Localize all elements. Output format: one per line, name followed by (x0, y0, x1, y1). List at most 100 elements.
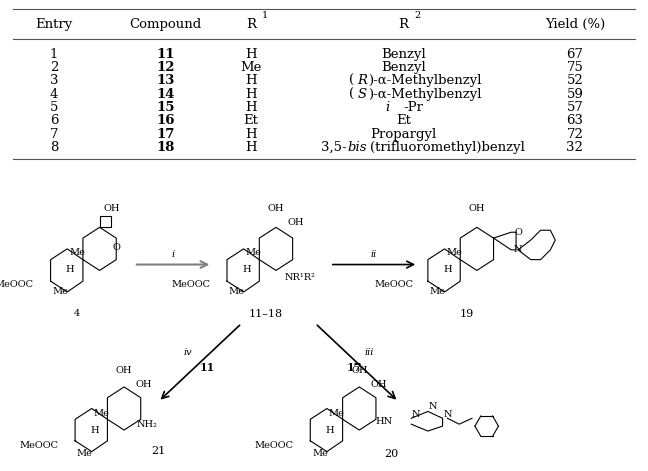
Text: i: i (172, 250, 175, 259)
Text: 16: 16 (156, 114, 174, 127)
Text: (: ( (349, 88, 354, 101)
Text: H: H (325, 426, 334, 435)
Text: Me: Me (240, 61, 262, 74)
Text: 52: 52 (566, 74, 583, 87)
Text: H: H (245, 88, 257, 101)
Text: Me: Me (446, 248, 462, 257)
Text: H: H (245, 101, 257, 114)
Text: OH: OH (351, 366, 367, 375)
Text: MeOOC: MeOOC (374, 280, 413, 289)
Text: (: ( (349, 74, 354, 87)
Text: N: N (412, 410, 421, 419)
Text: R: R (246, 18, 256, 31)
Text: 11: 11 (200, 362, 215, 373)
Text: 7: 7 (50, 128, 58, 141)
Text: 20: 20 (384, 448, 399, 459)
Text: Me: Me (52, 287, 68, 296)
Text: 13: 13 (156, 74, 174, 87)
Text: OH: OH (371, 380, 387, 389)
Text: OH: OH (268, 204, 284, 213)
Text: NR¹R²: NR¹R² (285, 273, 316, 282)
Text: )-α-Methylbenzyl: )-α-Methylbenzyl (369, 88, 482, 101)
Text: Entry: Entry (36, 18, 73, 31)
Text: i: i (386, 101, 389, 114)
Text: OH: OH (287, 218, 304, 227)
Text: Me: Me (77, 449, 93, 458)
Text: 17: 17 (347, 362, 362, 373)
Text: MeOOC: MeOOC (19, 441, 58, 450)
Text: H: H (443, 265, 452, 274)
Text: MeOOC: MeOOC (0, 280, 34, 289)
Text: H: H (90, 426, 99, 435)
Text: Me: Me (430, 287, 446, 296)
Text: -Pr: -Pr (403, 101, 423, 114)
Text: OH: OH (135, 380, 152, 389)
Text: OH: OH (103, 204, 120, 213)
Text: Me: Me (246, 248, 261, 257)
Text: 3,5-: 3,5- (321, 141, 347, 154)
Text: 14: 14 (156, 88, 174, 101)
Text: MeOOC: MeOOC (255, 441, 294, 450)
Text: Et: Et (396, 114, 411, 127)
Text: 59: 59 (566, 88, 583, 101)
Text: OH: OH (469, 204, 485, 213)
Text: H: H (245, 141, 257, 154)
Text: N: N (443, 410, 452, 419)
Text: R: R (399, 18, 408, 31)
Text: Et: Et (244, 114, 259, 127)
Text: 19: 19 (460, 309, 474, 318)
Text: 4: 4 (50, 88, 58, 101)
Text: )-α-Methylbenzyl: )-α-Methylbenzyl (369, 74, 482, 87)
Text: 4: 4 (74, 309, 80, 318)
Text: Propargyl: Propargyl (370, 128, 437, 141)
Text: 2: 2 (414, 11, 421, 20)
Text: Me: Me (312, 449, 328, 458)
Text: N: N (514, 245, 522, 254)
Text: S: S (358, 88, 367, 101)
Text: OH: OH (116, 366, 132, 375)
Text: 15: 15 (156, 101, 174, 114)
Text: H: H (245, 128, 257, 141)
Text: Benzyl: Benzyl (381, 48, 426, 61)
Text: Yield (%): Yield (%) (545, 18, 605, 31)
Text: Me: Me (93, 409, 110, 418)
Text: R: R (358, 74, 367, 87)
Text: Compound: Compound (129, 18, 202, 31)
Text: 1: 1 (262, 11, 268, 20)
Text: H: H (66, 265, 75, 274)
Text: 11: 11 (156, 48, 174, 61)
Text: H: H (245, 48, 257, 61)
Text: bis: bis (347, 141, 367, 154)
Text: 21: 21 (151, 446, 165, 455)
Text: 5: 5 (50, 101, 58, 114)
Text: Me: Me (229, 287, 245, 296)
Text: 75: 75 (566, 61, 583, 74)
Text: MeOOC: MeOOC (171, 280, 211, 289)
Text: ii: ii (371, 250, 377, 259)
Text: H: H (242, 265, 251, 274)
Text: 2: 2 (50, 61, 58, 74)
Text: O: O (112, 244, 120, 252)
Text: 8: 8 (50, 141, 58, 154)
Text: O: O (514, 227, 522, 237)
Text: Benzyl: Benzyl (381, 61, 426, 74)
Text: 63: 63 (566, 114, 583, 127)
Text: 6: 6 (50, 114, 58, 127)
Text: 3: 3 (50, 74, 58, 87)
Text: HN: HN (375, 417, 392, 426)
Text: 72: 72 (566, 128, 583, 141)
Text: iii: iii (364, 348, 374, 357)
Text: iv: iv (183, 348, 192, 357)
Text: 18: 18 (156, 141, 174, 154)
Text: 32: 32 (566, 141, 583, 154)
Text: Me: Me (69, 248, 85, 257)
Text: 12: 12 (156, 61, 174, 74)
Text: NH₂: NH₂ (136, 420, 157, 429)
Text: 1: 1 (50, 48, 58, 61)
Text: 17: 17 (156, 128, 174, 141)
Text: H: H (245, 74, 257, 87)
Text: 67: 67 (566, 48, 583, 61)
Text: 57: 57 (566, 101, 583, 114)
Text: N: N (428, 402, 437, 411)
Text: Me: Me (329, 409, 345, 418)
